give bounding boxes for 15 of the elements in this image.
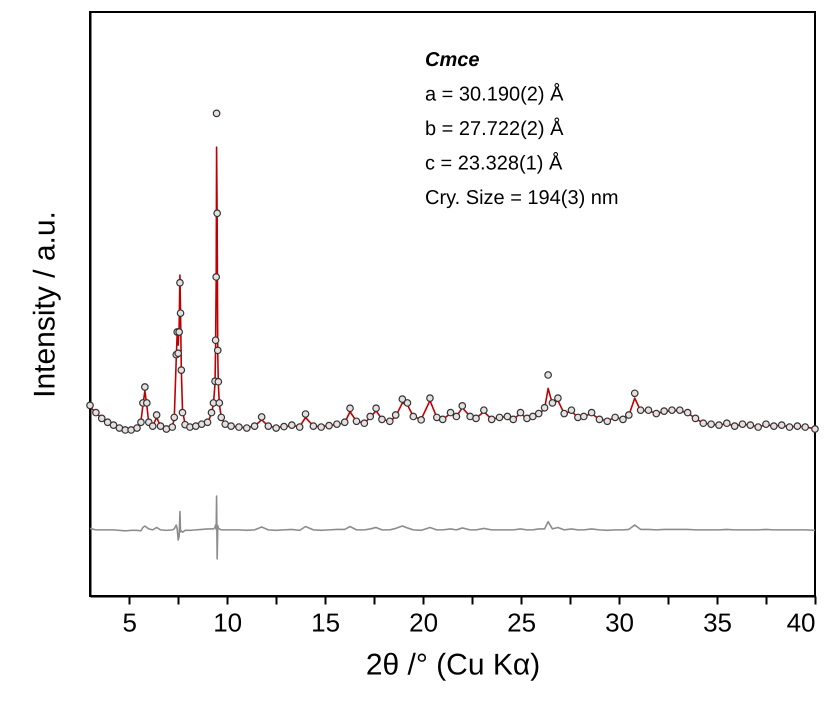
annotation: Cry. Size = 194(3) nm	[425, 187, 619, 209]
x-tick-label: 10	[213, 608, 242, 638]
text: a = 30.190(2) Å	[425, 82, 564, 106]
annotation: c = 23.328(1) Å	[425, 152, 563, 174]
x-tick-label: 40	[786, 608, 816, 638]
x-tick-label: 15	[311, 608, 340, 638]
x-tick-label: 35	[703, 608, 732, 638]
x-tick-label: 30	[605, 608, 634, 638]
x-tick-label: 25	[507, 608, 536, 638]
text: Cmce	[425, 49, 480, 71]
x-tick-label: 5	[122, 608, 137, 638]
annotation: b = 27.722(2) Å	[425, 117, 564, 140]
x-tick-label: 20	[409, 608, 438, 638]
x-axis-title: 2θ /° (Cu Kα)	[366, 648, 540, 682]
y-axis-title: Intensity / a.u.	[28, 211, 62, 398]
